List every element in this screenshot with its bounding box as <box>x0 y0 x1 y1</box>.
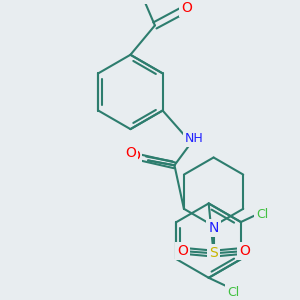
Text: O: O <box>125 146 136 160</box>
Text: O: O <box>177 244 188 258</box>
Text: S: S <box>209 246 218 260</box>
Text: N: N <box>208 221 219 235</box>
Text: Cl: Cl <box>256 208 268 221</box>
Text: Cl: Cl <box>227 286 239 299</box>
Text: O: O <box>239 244 250 258</box>
Text: O: O <box>129 148 140 163</box>
Text: O: O <box>181 1 192 15</box>
Text: NH: NH <box>184 132 203 146</box>
